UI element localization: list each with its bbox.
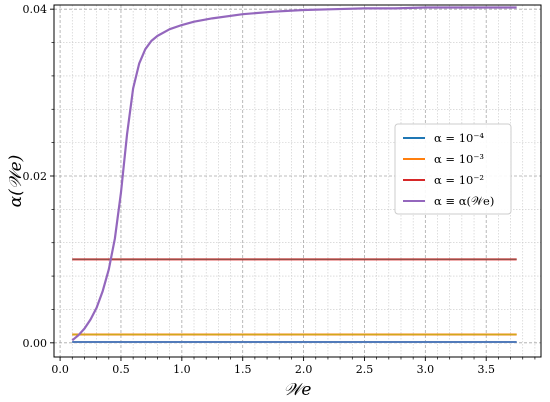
legend-label: α = 10⁻³	[434, 152, 484, 166]
minor-grid	[54, 5, 541, 357]
legend-label: α = 10⁻⁴	[434, 131, 484, 145]
legend-label: α = 10⁻²	[434, 173, 484, 187]
legend: α = 10⁻⁴ α = 10⁻³ α = 10⁻² α ≡ α(𝒲e)	[394, 123, 512, 215]
x-tick-label: 2.5	[356, 363, 374, 376]
plot-frame	[53, 4, 542, 358]
series-line-3	[71, 6, 517, 342]
legend-label: α ≡ α(𝒲e)	[434, 194, 494, 208]
y-tick-label: 0.00	[23, 337, 48, 350]
x-tick-label: 1.0	[173, 363, 191, 376]
y-axis-label: α(𝒲e)	[6, 155, 26, 208]
y-tick-label: 0.04	[23, 3, 48, 16]
x-tick-label: 3.5	[477, 363, 495, 376]
x-tick-label: 3.0	[417, 363, 435, 376]
x-tick-label: 1.5	[234, 363, 252, 376]
x-tick-label: 0.5	[112, 363, 130, 376]
legend-frame	[394, 123, 512, 215]
x-axis-label: 𝒲e	[284, 380, 312, 400]
ticks	[50, 8, 536, 361]
x-tick-label: 2.0	[295, 363, 313, 376]
tick-labels: 0.0 0.5 1.0 1.5 2.0 2.5 3.0 3.5 0.00 0.02 0.04	[23, 3, 495, 376]
series-layer	[71, 6, 517, 343]
x-tick-label: 0.0	[51, 363, 69, 376]
y-tick-label: 0.02	[23, 170, 48, 183]
